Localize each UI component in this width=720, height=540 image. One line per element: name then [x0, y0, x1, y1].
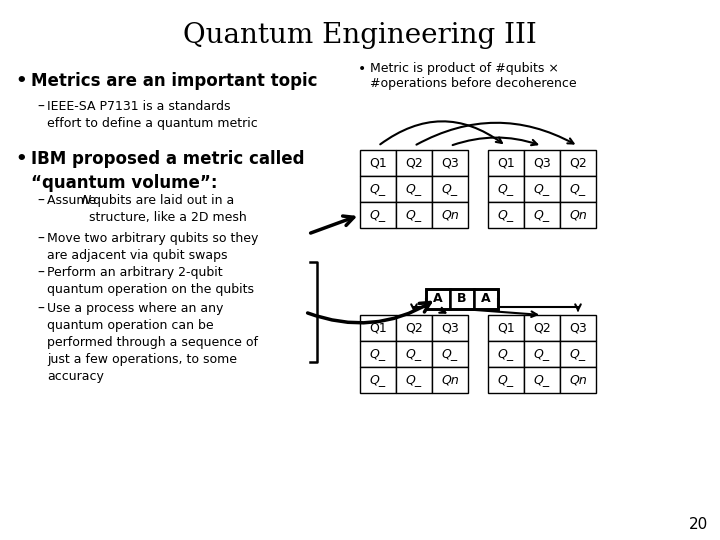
Text: –: – — [37, 194, 44, 208]
Bar — [474, 289, 498, 309]
Bar — [432, 150, 468, 176]
Text: A: A — [433, 293, 443, 306]
Bar — [524, 202, 560, 228]
Text: B: B — [457, 293, 467, 306]
Text: Q1: Q1 — [369, 321, 387, 334]
Bar — [560, 176, 596, 202]
Text: A: A — [481, 293, 491, 306]
Bar — [360, 150, 396, 176]
Text: Q_: Q_ — [442, 348, 458, 361]
Bar — [488, 315, 524, 341]
Text: Metric is product of #qubits ×
#operations before decoherence: Metric is product of #qubits × #operatio… — [370, 62, 577, 90]
Text: 20: 20 — [689, 517, 708, 532]
Text: Qn: Qn — [569, 208, 587, 221]
Bar — [524, 176, 560, 202]
Bar — [524, 367, 560, 393]
Text: –: – — [37, 100, 44, 114]
Bar — [524, 315, 560, 341]
Bar — [488, 341, 524, 367]
Bar — [360, 367, 396, 393]
Text: Q_: Q_ — [442, 183, 458, 195]
Bar — [396, 176, 432, 202]
Text: Q3: Q3 — [569, 321, 587, 334]
Text: •: • — [15, 72, 27, 90]
Text: Q_: Q_ — [370, 374, 386, 387]
Text: qubits are laid out in a
structure, like a 2D mesh: qubits are laid out in a structure, like… — [89, 194, 247, 224]
Text: Q_: Q_ — [534, 183, 550, 195]
Text: Q_: Q_ — [534, 208, 550, 221]
Bar — [560, 341, 596, 367]
Text: Assume: Assume — [47, 194, 100, 207]
Bar — [432, 315, 468, 341]
Text: Qn: Qn — [441, 374, 459, 387]
Text: Q_: Q_ — [498, 348, 514, 361]
Bar — [360, 176, 396, 202]
Bar — [432, 176, 468, 202]
Text: Q_: Q_ — [498, 183, 514, 195]
Text: Q_: Q_ — [534, 374, 550, 387]
Text: Q2: Q2 — [533, 321, 551, 334]
Text: N: N — [82, 194, 91, 207]
Bar — [360, 315, 396, 341]
Text: Move two arbitrary qubits so they
are adjacent via qubit swaps: Move two arbitrary qubits so they are ad… — [47, 232, 258, 262]
Bar — [450, 289, 474, 309]
Text: Qn: Qn — [569, 374, 587, 387]
Bar — [432, 341, 468, 367]
Text: –: – — [37, 232, 44, 246]
Bar — [396, 150, 432, 176]
Bar — [396, 315, 432, 341]
Text: Q1: Q1 — [497, 321, 515, 334]
Bar — [396, 341, 432, 367]
Text: Perform an arbitrary 2-qubit
quantum operation on the qubits: Perform an arbitrary 2-qubit quantum ope… — [47, 266, 254, 296]
Text: Q2: Q2 — [569, 157, 587, 170]
Text: Q2: Q2 — [405, 157, 423, 170]
Text: •: • — [358, 62, 366, 76]
Bar — [432, 367, 468, 393]
Text: Metrics are an important topic: Metrics are an important topic — [31, 72, 318, 90]
Text: Q_: Q_ — [570, 183, 586, 195]
Text: Q3: Q3 — [533, 157, 551, 170]
Bar — [488, 150, 524, 176]
Bar — [488, 176, 524, 202]
Text: Q_: Q_ — [370, 183, 386, 195]
Bar — [488, 367, 524, 393]
Text: Q1: Q1 — [369, 157, 387, 170]
Bar — [524, 341, 560, 367]
Bar — [560, 150, 596, 176]
Text: Q_: Q_ — [498, 374, 514, 387]
Bar — [432, 202, 468, 228]
Text: Q_: Q_ — [570, 348, 586, 361]
Text: IBM proposed a metric called
“quantum volume”:: IBM proposed a metric called “quantum vo… — [31, 150, 305, 192]
Text: Q_: Q_ — [370, 208, 386, 221]
Text: Q2: Q2 — [405, 321, 423, 334]
Bar — [524, 150, 560, 176]
Bar — [396, 202, 432, 228]
Bar — [560, 202, 596, 228]
Text: Q3: Q3 — [441, 321, 459, 334]
Text: Q_: Q_ — [370, 348, 386, 361]
Text: Q_: Q_ — [406, 348, 422, 361]
Bar — [360, 202, 396, 228]
Text: Quantum Engineering III: Quantum Engineering III — [183, 22, 537, 49]
Text: Use a process where an any
quantum operation can be
performed through a sequence: Use a process where an any quantum opera… — [47, 302, 258, 383]
Text: Q_: Q_ — [534, 348, 550, 361]
Text: Qn: Qn — [441, 208, 459, 221]
Text: Q_: Q_ — [406, 208, 422, 221]
Text: •: • — [15, 150, 27, 168]
Bar — [560, 315, 596, 341]
Bar — [360, 341, 396, 367]
Bar — [488, 202, 524, 228]
Text: Q3: Q3 — [441, 157, 459, 170]
Text: Q_: Q_ — [406, 183, 422, 195]
Bar — [560, 367, 596, 393]
Text: Q_: Q_ — [406, 374, 422, 387]
Text: Q1: Q1 — [497, 157, 515, 170]
Text: IEEE-SA P7131 is a standards
effort to define a quantum metric: IEEE-SA P7131 is a standards effort to d… — [47, 100, 258, 130]
Bar — [396, 367, 432, 393]
Text: Q_: Q_ — [498, 208, 514, 221]
Text: –: – — [37, 302, 44, 316]
Bar — [426, 289, 498, 309]
Text: –: – — [37, 266, 44, 280]
Bar — [426, 289, 450, 309]
